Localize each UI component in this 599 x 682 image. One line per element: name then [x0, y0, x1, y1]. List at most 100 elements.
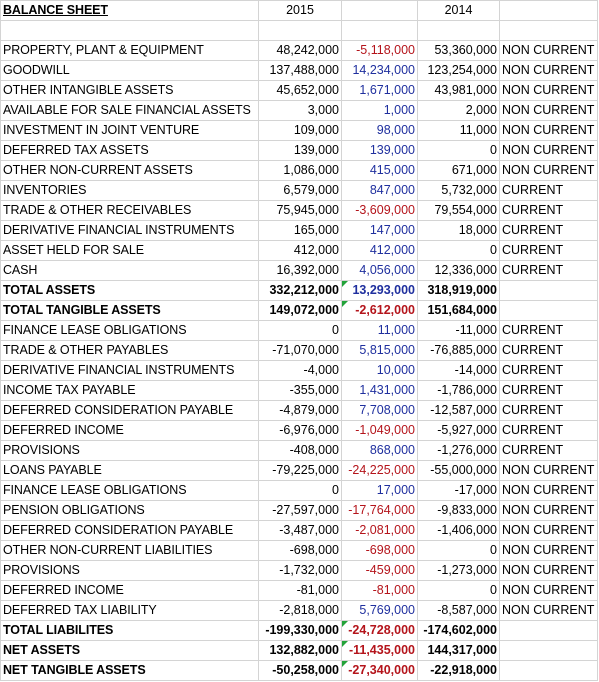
- value-2014-cell[interactable]: -9,833,000: [417, 500, 500, 521]
- value-2014-cell[interactable]: 18,000: [417, 220, 500, 241]
- value-2015-cell[interactable]: 132,882,000: [258, 640, 342, 661]
- change-cell[interactable]: -81,000: [341, 580, 418, 601]
- value-2014-cell[interactable]: -1,406,000: [417, 520, 500, 541]
- change-cell[interactable]: -24,225,000: [341, 460, 418, 481]
- value-2015-cell[interactable]: 16,392,000: [258, 260, 342, 281]
- classification-cell[interactable]: NON CURRENT: [499, 60, 598, 81]
- row-label-cell[interactable]: NET ASSETS: [0, 640, 259, 661]
- value-2014-cell[interactable]: 43,981,000: [417, 80, 500, 101]
- classification-cell[interactable]: NON CURRENT: [499, 160, 598, 181]
- row-label-cell[interactable]: [0, 20, 259, 41]
- row-label-cell[interactable]: PROPERTY, PLANT & EQUIPMENT: [0, 40, 259, 61]
- row-label-cell[interactable]: INVENTORIES: [0, 180, 259, 201]
- value-2014-cell[interactable]: -14,000: [417, 360, 500, 381]
- row-label-cell[interactable]: DEFERRED CONSIDERATION PAYABLE: [0, 520, 259, 541]
- value-2014-cell[interactable]: 5,732,000: [417, 180, 500, 201]
- change-cell[interactable]: 1,431,000: [341, 380, 418, 401]
- value-2015-cell[interactable]: -3,487,000: [258, 520, 342, 541]
- row-label-cell[interactable]: OTHER INTANGIBLE ASSETS: [0, 80, 259, 101]
- change-cell[interactable]: -698,000: [341, 540, 418, 561]
- value-2015-cell[interactable]: 75,945,000: [258, 200, 342, 221]
- row-label-cell[interactable]: DEFERRED INCOME: [0, 420, 259, 441]
- value-2014-cell[interactable]: 123,254,000: [417, 60, 500, 81]
- value-2014-cell[interactable]: [417, 20, 500, 41]
- change-cell[interactable]: 98,000: [341, 120, 418, 141]
- value-2015-cell[interactable]: 0: [258, 480, 342, 501]
- classification-cell[interactable]: CURRENT: [499, 380, 598, 401]
- classification-cell[interactable]: CURRENT: [499, 200, 598, 221]
- change-cell[interactable]: 13,293,000: [341, 280, 418, 301]
- classification-cell[interactable]: [499, 620, 598, 641]
- change-cell[interactable]: 1,671,000: [341, 80, 418, 101]
- row-label-cell[interactable]: FINANCE LEASE OBLIGATIONS: [0, 320, 259, 341]
- row-label-cell[interactable]: TOTAL TANGIBLE ASSETS: [0, 300, 259, 321]
- row-label-cell[interactable]: DEFERRED TAX LIABILITY: [0, 600, 259, 621]
- row-label-cell[interactable]: DEFERRED TAX ASSETS: [0, 140, 259, 161]
- value-2015-cell[interactable]: -79,225,000: [258, 460, 342, 481]
- row-label-cell[interactable]: OTHER NON-CURRENT ASSETS: [0, 160, 259, 181]
- value-2014-cell[interactable]: 0: [417, 240, 500, 261]
- change-cell[interactable]: 5,815,000: [341, 340, 418, 361]
- change-cell[interactable]: 7,708,000: [341, 400, 418, 421]
- sheet-title-cell[interactable]: BALANCE SHEET: [0, 0, 259, 21]
- value-2014-cell[interactable]: 144,317,000: [417, 640, 500, 661]
- year-2015-header-cell[interactable]: 2015: [258, 0, 342, 21]
- value-2015-cell[interactable]: -2,818,000: [258, 600, 342, 621]
- year-2014-header-cell[interactable]: 2014: [417, 0, 500, 21]
- value-2015-cell[interactable]: 332,212,000: [258, 280, 342, 301]
- change-cell[interactable]: -27,340,000: [341, 660, 418, 681]
- classification-cell[interactable]: NON CURRENT: [499, 460, 598, 481]
- classification-cell[interactable]: NON CURRENT: [499, 500, 598, 521]
- value-2015-cell[interactable]: 412,000: [258, 240, 342, 261]
- classification-cell[interactable]: NON CURRENT: [499, 100, 598, 121]
- classification-cell[interactable]: NON CURRENT: [499, 580, 598, 601]
- row-label-cell[interactable]: AVAILABLE FOR SALE FINANCIAL ASSETS: [0, 100, 259, 121]
- classification-cell[interactable]: CURRENT: [499, 420, 598, 441]
- value-2014-cell[interactable]: -12,587,000: [417, 400, 500, 421]
- classification-cell[interactable]: [499, 280, 598, 301]
- change-cell[interactable]: -24,728,000: [341, 620, 418, 641]
- change-cell[interactable]: [341, 20, 418, 41]
- classification-cell[interactable]: NON CURRENT: [499, 520, 598, 541]
- value-2015-cell[interactable]: 45,652,000: [258, 80, 342, 101]
- change-cell[interactable]: -2,612,000: [341, 300, 418, 321]
- value-2015-cell[interactable]: -4,000: [258, 360, 342, 381]
- value-2014-cell[interactable]: -11,000: [417, 320, 500, 341]
- classification-cell[interactable]: CURRENT: [499, 320, 598, 341]
- change-cell[interactable]: 11,000: [341, 320, 418, 341]
- value-2014-cell[interactable]: -76,885,000: [417, 340, 500, 361]
- value-2014-cell[interactable]: 0: [417, 580, 500, 601]
- row-label-cell[interactable]: GOODWILL: [0, 60, 259, 81]
- classification-cell[interactable]: CURRENT: [499, 440, 598, 461]
- row-label-cell[interactable]: FINANCE LEASE OBLIGATIONS: [0, 480, 259, 501]
- value-2015-cell[interactable]: 137,488,000: [258, 60, 342, 81]
- row-label-cell[interactable]: TOTAL LIABILITES: [0, 620, 259, 641]
- row-label-cell[interactable]: NET TANGIBLE ASSETS: [0, 660, 259, 681]
- value-2014-cell[interactable]: -55,000,000: [417, 460, 500, 481]
- classification-cell[interactable]: NON CURRENT: [499, 40, 598, 61]
- value-2014-cell[interactable]: 12,336,000: [417, 260, 500, 281]
- change-cell[interactable]: 5,769,000: [341, 600, 418, 621]
- change-cell[interactable]: 17,000: [341, 480, 418, 501]
- classification-cell[interactable]: CURRENT: [499, 240, 598, 261]
- value-2014-cell[interactable]: 318,919,000: [417, 280, 500, 301]
- value-2015-cell[interactable]: 165,000: [258, 220, 342, 241]
- row-label-cell[interactable]: INVESTMENT IN JOINT VENTURE: [0, 120, 259, 141]
- change-cell[interactable]: 412,000: [341, 240, 418, 261]
- value-2014-cell[interactable]: 0: [417, 140, 500, 161]
- row-label-cell[interactable]: LOANS PAYABLE: [0, 460, 259, 481]
- value-2015-cell[interactable]: -1,732,000: [258, 560, 342, 581]
- classification-cell[interactable]: CURRENT: [499, 220, 598, 241]
- classification-cell[interactable]: CURRENT: [499, 360, 598, 381]
- row-label-cell[interactable]: OTHER NON-CURRENT LIABILITIES: [0, 540, 259, 561]
- value-2015-cell[interactable]: -71,070,000: [258, 340, 342, 361]
- row-label-cell[interactable]: TRADE & OTHER PAYABLES: [0, 340, 259, 361]
- row-label-cell[interactable]: DEFERRED CONSIDERATION PAYABLE: [0, 400, 259, 421]
- row-label-cell[interactable]: TRADE & OTHER RECEIVABLES: [0, 200, 259, 221]
- value-2015-cell[interactable]: -81,000: [258, 580, 342, 601]
- row-label-cell[interactable]: ASSET HELD FOR SALE: [0, 240, 259, 261]
- change-cell[interactable]: 147,000: [341, 220, 418, 241]
- change-cell[interactable]: 4,056,000: [341, 260, 418, 281]
- change-cell[interactable]: -459,000: [341, 560, 418, 581]
- value-2015-cell[interactable]: -698,000: [258, 540, 342, 561]
